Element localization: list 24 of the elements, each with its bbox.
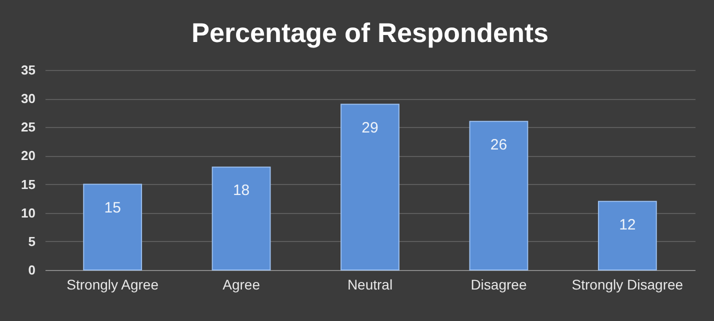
x-tick-label: Strongly Agree bbox=[66, 276, 159, 292]
bar bbox=[212, 166, 271, 270]
y-tick-label: 35 bbox=[21, 62, 36, 78]
bar bbox=[598, 200, 657, 270]
y-tick-label: 30 bbox=[21, 91, 36, 106]
x-tick-label: Agree bbox=[222, 276, 260, 292]
data-label: 29 bbox=[362, 119, 378, 136]
data-label: 15 bbox=[104, 199, 121, 216]
data-label: 26 bbox=[490, 136, 508, 154]
bar bbox=[469, 120, 528, 270]
bar bbox=[83, 184, 142, 270]
y-tick-label: 20 bbox=[21, 148, 36, 164]
y-tick-label: 10 bbox=[21, 205, 36, 220]
y-tick-label: 15 bbox=[21, 176, 36, 192]
bar bbox=[340, 104, 400, 270]
chart-title: Percentage of Respondents bbox=[191, 18, 549, 48]
y-tick-label: 0 bbox=[28, 262, 36, 278]
x-tick-label: Neutral bbox=[347, 276, 393, 292]
y-tick-label: 5 bbox=[28, 234, 36, 249]
x-tick-label: Disagree bbox=[470, 276, 527, 292]
y-tick-label: 25 bbox=[21, 120, 36, 135]
data-label: 18 bbox=[232, 182, 250, 200]
data-label: 12 bbox=[619, 216, 636, 234]
x-tick-label: Strongly Disagree bbox=[572, 276, 684, 292]
